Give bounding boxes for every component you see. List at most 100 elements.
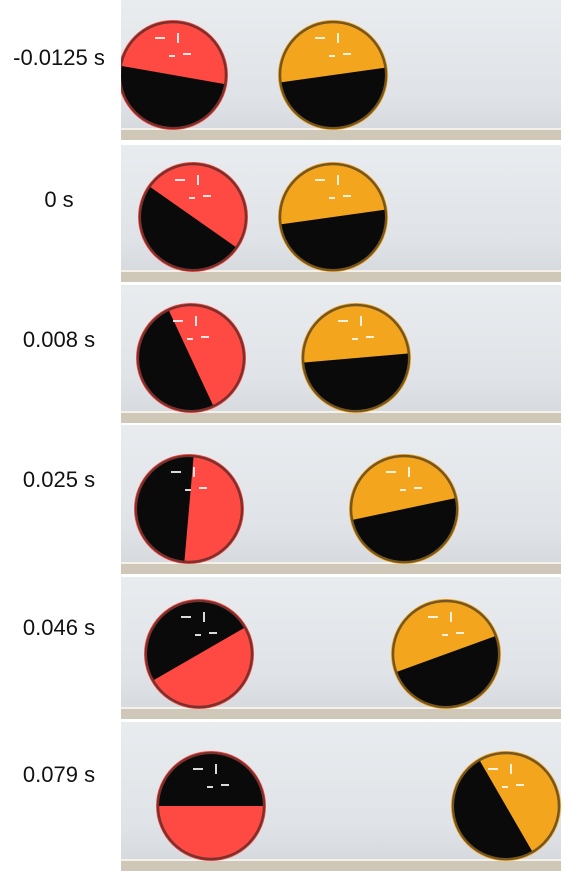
floor-edge	[121, 707, 561, 709]
orange-ball	[391, 599, 501, 709]
red-ball	[136, 303, 246, 413]
orange-ball-highlight	[329, 197, 335, 199]
orange-ball-rim	[349, 454, 459, 564]
orange-ball-highlight	[352, 338, 358, 340]
red-ball	[134, 454, 244, 564]
red-ball-highlight	[169, 55, 175, 57]
frame-canvas	[121, 751, 561, 871]
red-ball-rim	[136, 303, 246, 413]
orange-ball-highlight	[442, 634, 448, 636]
red-ball-dark-half	[141, 187, 236, 269]
red-ball-highlight	[195, 316, 197, 326]
red-ball-highlight	[181, 616, 191, 618]
orange-ball-highlight	[337, 33, 339, 43]
orange-ball-highlight	[338, 320, 348, 322]
orange-ball-highlight	[360, 316, 362, 326]
frame-canvas	[121, 303, 561, 423]
orange-ball	[451, 751, 561, 861]
orange-ball	[301, 303, 411, 413]
red-ball-highlight	[177, 33, 179, 43]
red-ball-highlight	[171, 471, 181, 473]
red-ball-highlight	[203, 195, 211, 197]
frame-row: 0.079 s	[0, 722, 565, 871]
orange-ball-rim	[301, 303, 411, 413]
floor-edge	[121, 859, 561, 861]
orange-ball-dark-half	[304, 353, 408, 410]
orange-ball-highlight	[400, 489, 406, 491]
floor-edge	[121, 562, 561, 564]
orange-ball-dark-half	[281, 209, 385, 269]
orange-ball-highlight	[366, 336, 374, 338]
red-ball-rim	[121, 20, 228, 130]
red-ball-rim	[144, 599, 254, 709]
orange-ball-highlight	[386, 471, 396, 473]
frame-row: 0.008 s	[0, 285, 565, 423]
red-ball-highlight	[221, 784, 229, 786]
orange-ball-rim	[278, 162, 388, 272]
orange-ball-highlight	[329, 55, 335, 57]
red-ball-highlight	[195, 634, 201, 636]
floor-strip	[121, 128, 561, 140]
red-ball	[144, 599, 254, 709]
red-ball	[156, 751, 266, 861]
frame-canvas	[121, 20, 561, 140]
orange-ball-highlight	[488, 768, 498, 770]
red-ball	[138, 162, 248, 272]
frame-canvas	[121, 599, 561, 719]
orange-ball-highlight	[428, 616, 438, 618]
red-ball-highlight	[207, 786, 213, 788]
floor-strip	[121, 707, 561, 719]
orange-ball-dark-half	[397, 636, 498, 706]
red-ball-highlight	[183, 53, 191, 55]
floor-strip	[121, 859, 561, 871]
orange-ball-rim	[451, 751, 561, 861]
time-label: 0.046 s	[22, 615, 96, 640]
frame-canvas	[121, 454, 561, 574]
orange-ball-highlight	[315, 37, 325, 39]
red-ball-highlight	[185, 489, 191, 491]
red-ball-highlight	[175, 179, 185, 181]
red-ball-highlight	[155, 37, 165, 39]
red-ball-dark-half	[147, 602, 245, 680]
red-ball-highlight	[209, 632, 217, 634]
red-ball-dark-half	[137, 457, 194, 561]
red-ball-highlight	[203, 612, 205, 622]
video-frame	[121, 285, 561, 423]
time-label: 0.008 s	[22, 327, 96, 352]
frame-row: 0.046 s	[0, 577, 565, 719]
orange-ball	[349, 454, 459, 564]
red-ball-highlight	[199, 487, 207, 489]
red-ball-highlight	[201, 336, 209, 338]
red-ball-highlight	[193, 768, 203, 770]
frame-row: -0.0125 s	[0, 0, 565, 140]
red-ball-highlight	[197, 175, 199, 185]
video-frame	[121, 145, 561, 282]
red-ball-dark-half	[139, 310, 213, 410]
orange-ball-highlight	[456, 632, 464, 634]
orange-ball	[278, 20, 388, 130]
red-ball-rim	[138, 162, 248, 272]
floor-edge	[121, 411, 561, 413]
orange-ball-dark-half	[281, 67, 385, 127]
orange-ball-highlight	[408, 467, 410, 477]
frame-canvas	[121, 162, 561, 282]
orange-ball-highlight	[337, 175, 339, 185]
red-ball-highlight	[189, 197, 195, 199]
red-ball-dark-half	[159, 754, 263, 806]
video-frame	[121, 577, 561, 719]
orange-ball-highlight	[343, 195, 351, 197]
orange-ball-rim	[278, 20, 388, 130]
orange-ball-highlight	[510, 764, 512, 774]
red-ball-rim	[134, 454, 244, 564]
floor-strip	[121, 562, 561, 574]
orange-ball-highlight	[516, 784, 524, 786]
red-ball-highlight	[173, 320, 183, 322]
orange-ball-highlight	[502, 786, 508, 788]
orange-ball-dark-half	[353, 498, 456, 561]
red-ball-highlight	[193, 467, 195, 477]
time-label: 0.079 s	[22, 762, 96, 787]
orange-ball-dark-half	[454, 760, 532, 858]
orange-ball-highlight	[450, 612, 452, 622]
orange-ball	[278, 162, 388, 272]
time-label: -0.0125 s	[13, 45, 105, 70]
